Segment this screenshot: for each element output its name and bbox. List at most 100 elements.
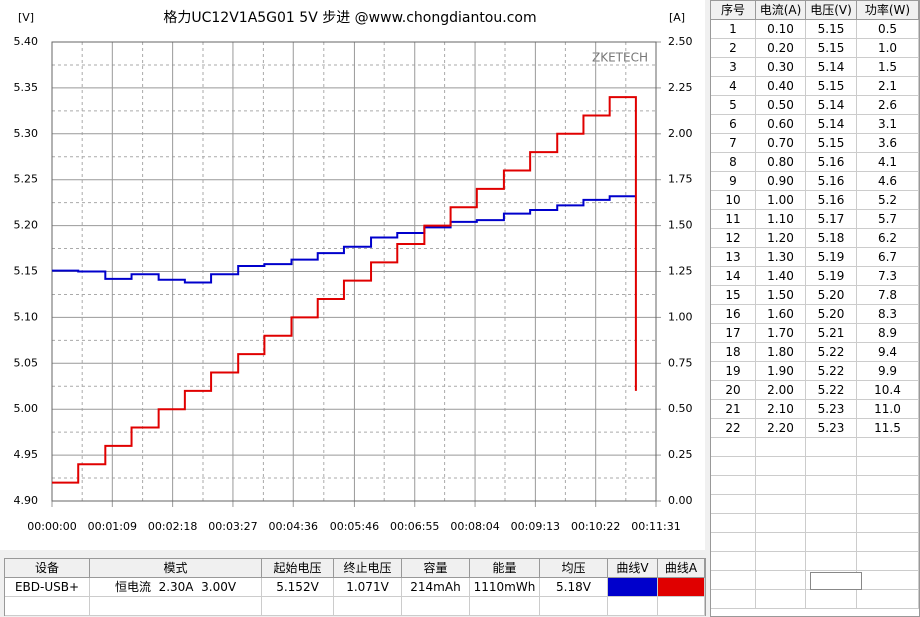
- table-cell: [402, 597, 470, 616]
- table-cell: 8: [711, 153, 756, 172]
- table-cell: 0.60: [756, 115, 806, 134]
- table-cell: 5.16: [806, 191, 857, 210]
- table-cell: 19: [711, 362, 756, 381]
- table-cell: 5.18V: [540, 578, 608, 597]
- table-cell: 5.22: [806, 381, 857, 400]
- column-header: 模式: [90, 559, 262, 578]
- table-cell: 21: [711, 400, 756, 419]
- table-cell: [262, 597, 334, 616]
- y-tick-label: 5.35: [14, 81, 39, 94]
- table-cell: 2.1: [857, 77, 919, 96]
- y2-tick-label: 1.00: [668, 310, 693, 323]
- table-cell: 5.19: [806, 248, 857, 267]
- table-cell: [857, 590, 919, 609]
- y2-tick-label: 2.25: [668, 81, 693, 94]
- y2-tick-label: 1.75: [668, 173, 693, 186]
- table-cell: [857, 514, 919, 533]
- table-cell: 5.15: [806, 20, 857, 39]
- table-cell: 2.20: [756, 419, 806, 438]
- table-cell: 0.40: [756, 77, 806, 96]
- series-line: [52, 96, 637, 484]
- table-cell: 5.152V: [262, 578, 334, 597]
- series-line: [52, 195, 636, 284]
- table-cell: [756, 533, 806, 552]
- table-cell: 1.30: [756, 248, 806, 267]
- column-header: 起始电压: [262, 559, 334, 578]
- table-cell: [756, 457, 806, 476]
- table-cell: 1.10: [756, 210, 806, 229]
- table-cell: 5.20: [806, 286, 857, 305]
- table-cell: 16: [711, 305, 756, 324]
- x-tick-label: 00:11:31: [631, 520, 680, 533]
- table-cell: 0.50: [756, 96, 806, 115]
- column-header: 能量: [470, 559, 540, 578]
- table-cell: [806, 438, 857, 457]
- column-header: 曲线A: [658, 559, 705, 578]
- table-cell: [857, 476, 919, 495]
- column-header: 电压(V): [806, 1, 857, 20]
- table-cell: [756, 590, 806, 609]
- table-cell: 1.00: [756, 191, 806, 210]
- table-cell: 1.60: [756, 305, 806, 324]
- table-cell: 6: [711, 115, 756, 134]
- table-cell: 5.16: [806, 153, 857, 172]
- table-cell: [806, 590, 857, 609]
- table-cell: 1.90: [756, 362, 806, 381]
- table-cell: 4: [711, 77, 756, 96]
- table-cell: 5.14: [806, 58, 857, 77]
- table-cell: [857, 533, 919, 552]
- table-cell: 2.00: [756, 381, 806, 400]
- column-header: 曲线V: [608, 559, 658, 578]
- table-cell: 2.10: [756, 400, 806, 419]
- column-header: 均压: [540, 559, 608, 578]
- table-cell: [470, 597, 540, 616]
- table-cell: EBD-USB+: [5, 578, 90, 597]
- curve-color: [658, 578, 705, 597]
- table-cell: [540, 597, 608, 616]
- table-cell: 5.22: [806, 362, 857, 381]
- table-cell: 10: [711, 191, 756, 210]
- table-cell: 5.2: [857, 191, 919, 210]
- table-cell: 5.7: [857, 210, 919, 229]
- y-tick-label: 5.05: [14, 356, 39, 369]
- table-cell: 0.10: [756, 20, 806, 39]
- table-cell: 5.18: [806, 229, 857, 248]
- table-cell: 5.23: [806, 419, 857, 438]
- table-cell: [806, 457, 857, 476]
- x-tick-label: 00:03:27: [208, 520, 257, 533]
- table-cell: 1.70: [756, 324, 806, 343]
- y2-tick-label: 2.50: [668, 35, 693, 48]
- table-cell: [711, 590, 756, 609]
- y2-tick-label: 0.75: [668, 356, 693, 369]
- table-cell: 5.21: [806, 324, 857, 343]
- input-box[interactable]: [810, 572, 862, 590]
- x-tick-label: 00:05:46: [330, 520, 379, 533]
- table-cell: 5.14: [806, 96, 857, 115]
- table-cell: [756, 552, 806, 571]
- table-cell: 4.6: [857, 172, 919, 191]
- y-tick-label: 5.30: [14, 127, 39, 140]
- table-cell: [857, 571, 919, 590]
- table-cell: [806, 552, 857, 571]
- table-cell: 0.70: [756, 134, 806, 153]
- table-cell: 0.20: [756, 39, 806, 58]
- x-tick-label: 00:04:36: [269, 520, 318, 533]
- table-cell: 12: [711, 229, 756, 248]
- x-tick-label: 00:06:55: [390, 520, 439, 533]
- table-cell: 1.5: [857, 58, 919, 77]
- table-cell: 5.15: [806, 77, 857, 96]
- y-tick-label: 5.15: [14, 265, 39, 278]
- table-cell: 14: [711, 267, 756, 286]
- table-cell: 3.1: [857, 115, 919, 134]
- summary-table: 设备 模式 起始电压 终止电压 容量 能量 均压 曲线V 曲线A EBD-USB+ 恒电流 2.30…: [4, 558, 706, 616]
- table-cell: 7.3: [857, 267, 919, 286]
- table-cell: 1.40: [756, 267, 806, 286]
- table-cell: 5.15: [806, 39, 857, 58]
- y-tick-label: 5.25: [14, 173, 39, 186]
- table-cell: [658, 597, 705, 616]
- table-cell: 1.0: [857, 39, 919, 58]
- table-cell: 15: [711, 286, 756, 305]
- table-cell: [711, 495, 756, 514]
- table-cell: 18: [711, 343, 756, 362]
